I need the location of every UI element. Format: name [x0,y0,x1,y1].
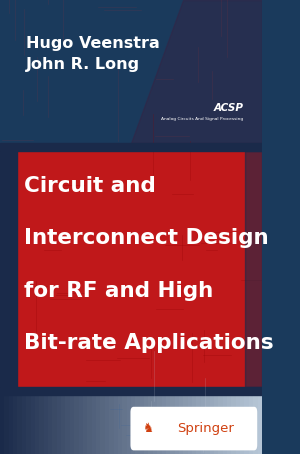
Bar [17,395,22,454]
Text: Analog Circuits And Signal Processing: Analog Circuits And Signal Processing [161,117,244,121]
Bar [113,395,118,454]
Bar [92,395,96,454]
Bar [13,395,18,454]
Text: John R. Long: John R. Long [26,57,140,72]
Bar [231,395,236,454]
Bar [140,395,144,454]
Polygon shape [131,0,262,143]
Text: ACSP: ACSP [214,103,244,113]
Bar [214,395,219,454]
Bar [4,395,9,454]
Bar [192,395,197,454]
Text: Springer: Springer [178,422,234,435]
Bar [210,395,214,454]
Bar [100,395,105,454]
Bar [188,395,192,454]
Bar [135,395,140,454]
Bar [96,395,101,454]
Bar [0,0,262,143]
Bar [236,395,240,454]
Bar [57,395,62,454]
Text: Hugo Veenstra: Hugo Veenstra [26,35,160,51]
Bar [253,395,258,454]
Bar [0,395,4,454]
Bar [74,395,79,454]
Bar [161,395,166,454]
Bar [179,395,184,454]
Bar [0,143,262,151]
Bar [48,395,53,454]
Bar [87,395,92,454]
Bar [65,395,70,454]
Bar [170,395,175,454]
Bar [131,395,136,454]
Bar [148,395,153,454]
Bar [105,395,110,454]
Bar [0,387,262,395]
Bar [35,395,40,454]
Bar [118,395,122,454]
Bar [157,395,162,454]
Bar [52,395,57,454]
Bar [249,395,254,454]
Bar [227,395,232,454]
Bar [183,395,188,454]
Bar [201,395,206,454]
Bar [70,395,74,454]
Bar [39,395,44,454]
Text: Bit-rate Applications: Bit-rate Applications [24,333,273,353]
Text: ♞: ♞ [142,422,154,435]
Bar [9,395,14,454]
Bar [240,395,245,454]
Bar [166,395,170,454]
Bar [223,395,227,454]
Bar [153,395,158,454]
Text: Interconnect Design: Interconnect Design [24,228,268,248]
Bar [0,151,262,387]
Bar [22,395,26,454]
Bar [31,395,35,454]
Bar [44,395,48,454]
Bar [26,395,31,454]
Bar [122,395,127,454]
Bar [109,395,114,454]
Bar [61,395,66,454]
Bar [0,151,17,387]
Bar [79,395,83,454]
Bar [144,395,149,454]
Bar [175,395,179,454]
Bar [127,395,131,454]
Bar [258,395,262,454]
Text: Circuit and: Circuit and [24,176,155,196]
Text: for RF and High: for RF and High [24,281,213,301]
Bar [196,395,201,454]
Bar [83,395,88,454]
Bar [218,395,223,454]
Bar [245,151,262,387]
Bar [244,395,249,454]
FancyBboxPatch shape [130,407,257,450]
Bar [205,395,210,454]
